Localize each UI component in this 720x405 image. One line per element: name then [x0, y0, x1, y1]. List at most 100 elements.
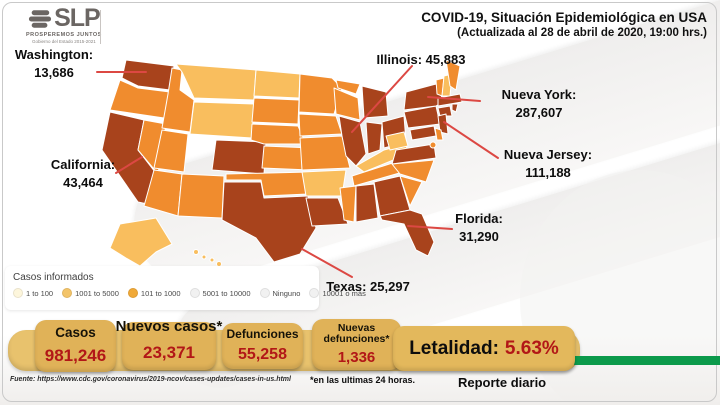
legend-card: Casos informados 1 to 100 1001 to 5000 1… [5, 266, 366, 310]
state-michigan [361, 85, 389, 119]
state-south-carolina [399, 175, 423, 207]
page-title: COVID-19, Situación Epidemiológica en US… [421, 10, 707, 25]
page-subtitle: (Actualizada al 28 de abril de 2020, 19:… [457, 27, 707, 39]
state-dc-dot [429, 141, 437, 149]
state-new-mexico [177, 173, 225, 219]
state-hawaii [209, 257, 215, 263]
stat-box-nuevos-casos: Nuevos casos* 23,371 [116, 319, 222, 370]
legend-swatch [189, 288, 200, 298]
callout-value: 31,290 [459, 229, 499, 245]
state-wyoming [189, 101, 255, 139]
stat-label: Defunciones [226, 326, 299, 341]
green-bar [548, 356, 720, 365]
legend-title: Casos informados [13, 272, 94, 283]
state-connecticut [437, 105, 453, 117]
state-hawaii [201, 254, 207, 260]
state-missouri [299, 135, 351, 171]
footnote-24h: *en las ultimas 24 horas. [310, 375, 416, 385]
legend-label: Ninguno [272, 288, 301, 298]
callout-nueva-york: Nueva York: 287,607 [480, 86, 598, 122]
callout-value: 25,297 [370, 279, 410, 294]
callout-texas: Texas: 25,297 [302, 278, 434, 296]
state-virginia [391, 143, 437, 165]
logo-subtagline: Gobierno del Estado 2015-2021 [32, 39, 96, 44]
state-colorado [211, 139, 267, 175]
legend-label: 1001 to 5000 [75, 288, 119, 298]
stat-box-casos: Casos 981,246 [35, 320, 116, 372]
stat-value: 23,371 [143, 342, 195, 362]
legend-label: 1 to 100 [26, 288, 54, 298]
state-north-dakota [253, 69, 301, 99]
logo-divider [100, 10, 101, 44]
stat-label: Nuevas defunciones* [323, 321, 390, 346]
stat-value: 55,258 [238, 346, 287, 364]
legend-label: 101 to 1000 [140, 288, 181, 298]
state-south-dakota [251, 97, 300, 125]
state-alabama [355, 183, 379, 223]
logo-tagline: PROSPEREMOS JUNTOS [26, 32, 102, 38]
state-nebraska [250, 123, 307, 145]
state-north-carolina [391, 159, 435, 183]
callout-value: 13,686 [34, 65, 74, 81]
callout-label: Washington: [14, 47, 94, 62]
lethality-box: Letalidad: 5.63% [393, 326, 575, 371]
legend-item: 10001 o más [309, 288, 366, 298]
state-montana [175, 63, 257, 101]
state-west-virginia [385, 131, 409, 151]
state-washington [121, 59, 175, 91]
callout-label: Illinois: [376, 52, 423, 67]
stat-label: Casos [55, 324, 96, 340]
legend-item: 101 to 1000 [127, 288, 181, 298]
state-indiana [365, 121, 383, 155]
callout-illinois: Illinois: 45,883 [360, 51, 482, 69]
legend-swatch [62, 288, 73, 298]
callout-label: Nueva York: [501, 87, 577, 102]
stat-box-nuevas-defunciones: Nuevas defunciones* 1,336 [312, 319, 401, 370]
legend-swatch [127, 288, 138, 298]
source-footnote: Fuente: https://www.cdc.gov/coronavirus/… [10, 376, 291, 383]
state-florida [379, 209, 435, 257]
legend-label: 5001 to 10000 [202, 288, 251, 298]
legend-item: Ninguno [259, 288, 301, 298]
lethality-label: Letalidad: [409, 337, 499, 359]
callout-florida: Florida: 31,290 [436, 210, 522, 246]
legend-items: 1 to 100 1001 to 5000 101 to 1000 5001 t… [13, 288, 366, 298]
state-arkansas [301, 169, 347, 197]
callout-label: Nueva Jersey: [503, 147, 593, 162]
callout-washington: Washington: 13,686 [2, 46, 106, 82]
report-label: Reporte diario [458, 375, 547, 390]
legend-swatch [13, 288, 23, 298]
callout-california: California: 43,464 [28, 156, 138, 192]
callout-nueva-jersey: Nueva Jersey: 111,188 [486, 146, 610, 182]
legend-swatch [259, 288, 270, 298]
brand-text: SLP [54, 4, 101, 32]
state-mississippi [339, 185, 357, 223]
state-texas [221, 181, 317, 263]
state-maine [445, 59, 461, 91]
stat-value: 1,336 [337, 349, 376, 367]
callout-value: 287,607 [515, 105, 563, 121]
us-choropleth-map [101, 59, 463, 267]
state-iowa [298, 113, 343, 137]
stat-label: Nuevos casos* [115, 318, 223, 336]
callout-value: 111,188 [525, 165, 571, 181]
callout-value: 43,464 [63, 175, 103, 191]
callout-label: Florida: [455, 211, 503, 226]
state-alaska [109, 217, 173, 267]
callout-value: 45,883 [425, 52, 466, 67]
lethality-value: 5.63% [504, 337, 559, 359]
legend-item: 1001 to 5000 [62, 288, 119, 298]
callout-label: Texas: [326, 279, 367, 294]
state-utah [153, 129, 189, 173]
legend-label: 10001 o más [322, 288, 366, 298]
state-louisiana [305, 197, 349, 227]
stat-box-defunciones: Defunciones 55,258 [222, 323, 303, 369]
state-maryland [409, 125, 437, 141]
slp-swirl-icon [29, 9, 52, 28]
stat-value: 981,246 [44, 346, 107, 366]
legend-swatch [309, 288, 320, 298]
state-rhode-island [451, 103, 459, 113]
legend-item: 5001 to 10000 [189, 288, 251, 298]
callout-label: California: [50, 157, 116, 172]
